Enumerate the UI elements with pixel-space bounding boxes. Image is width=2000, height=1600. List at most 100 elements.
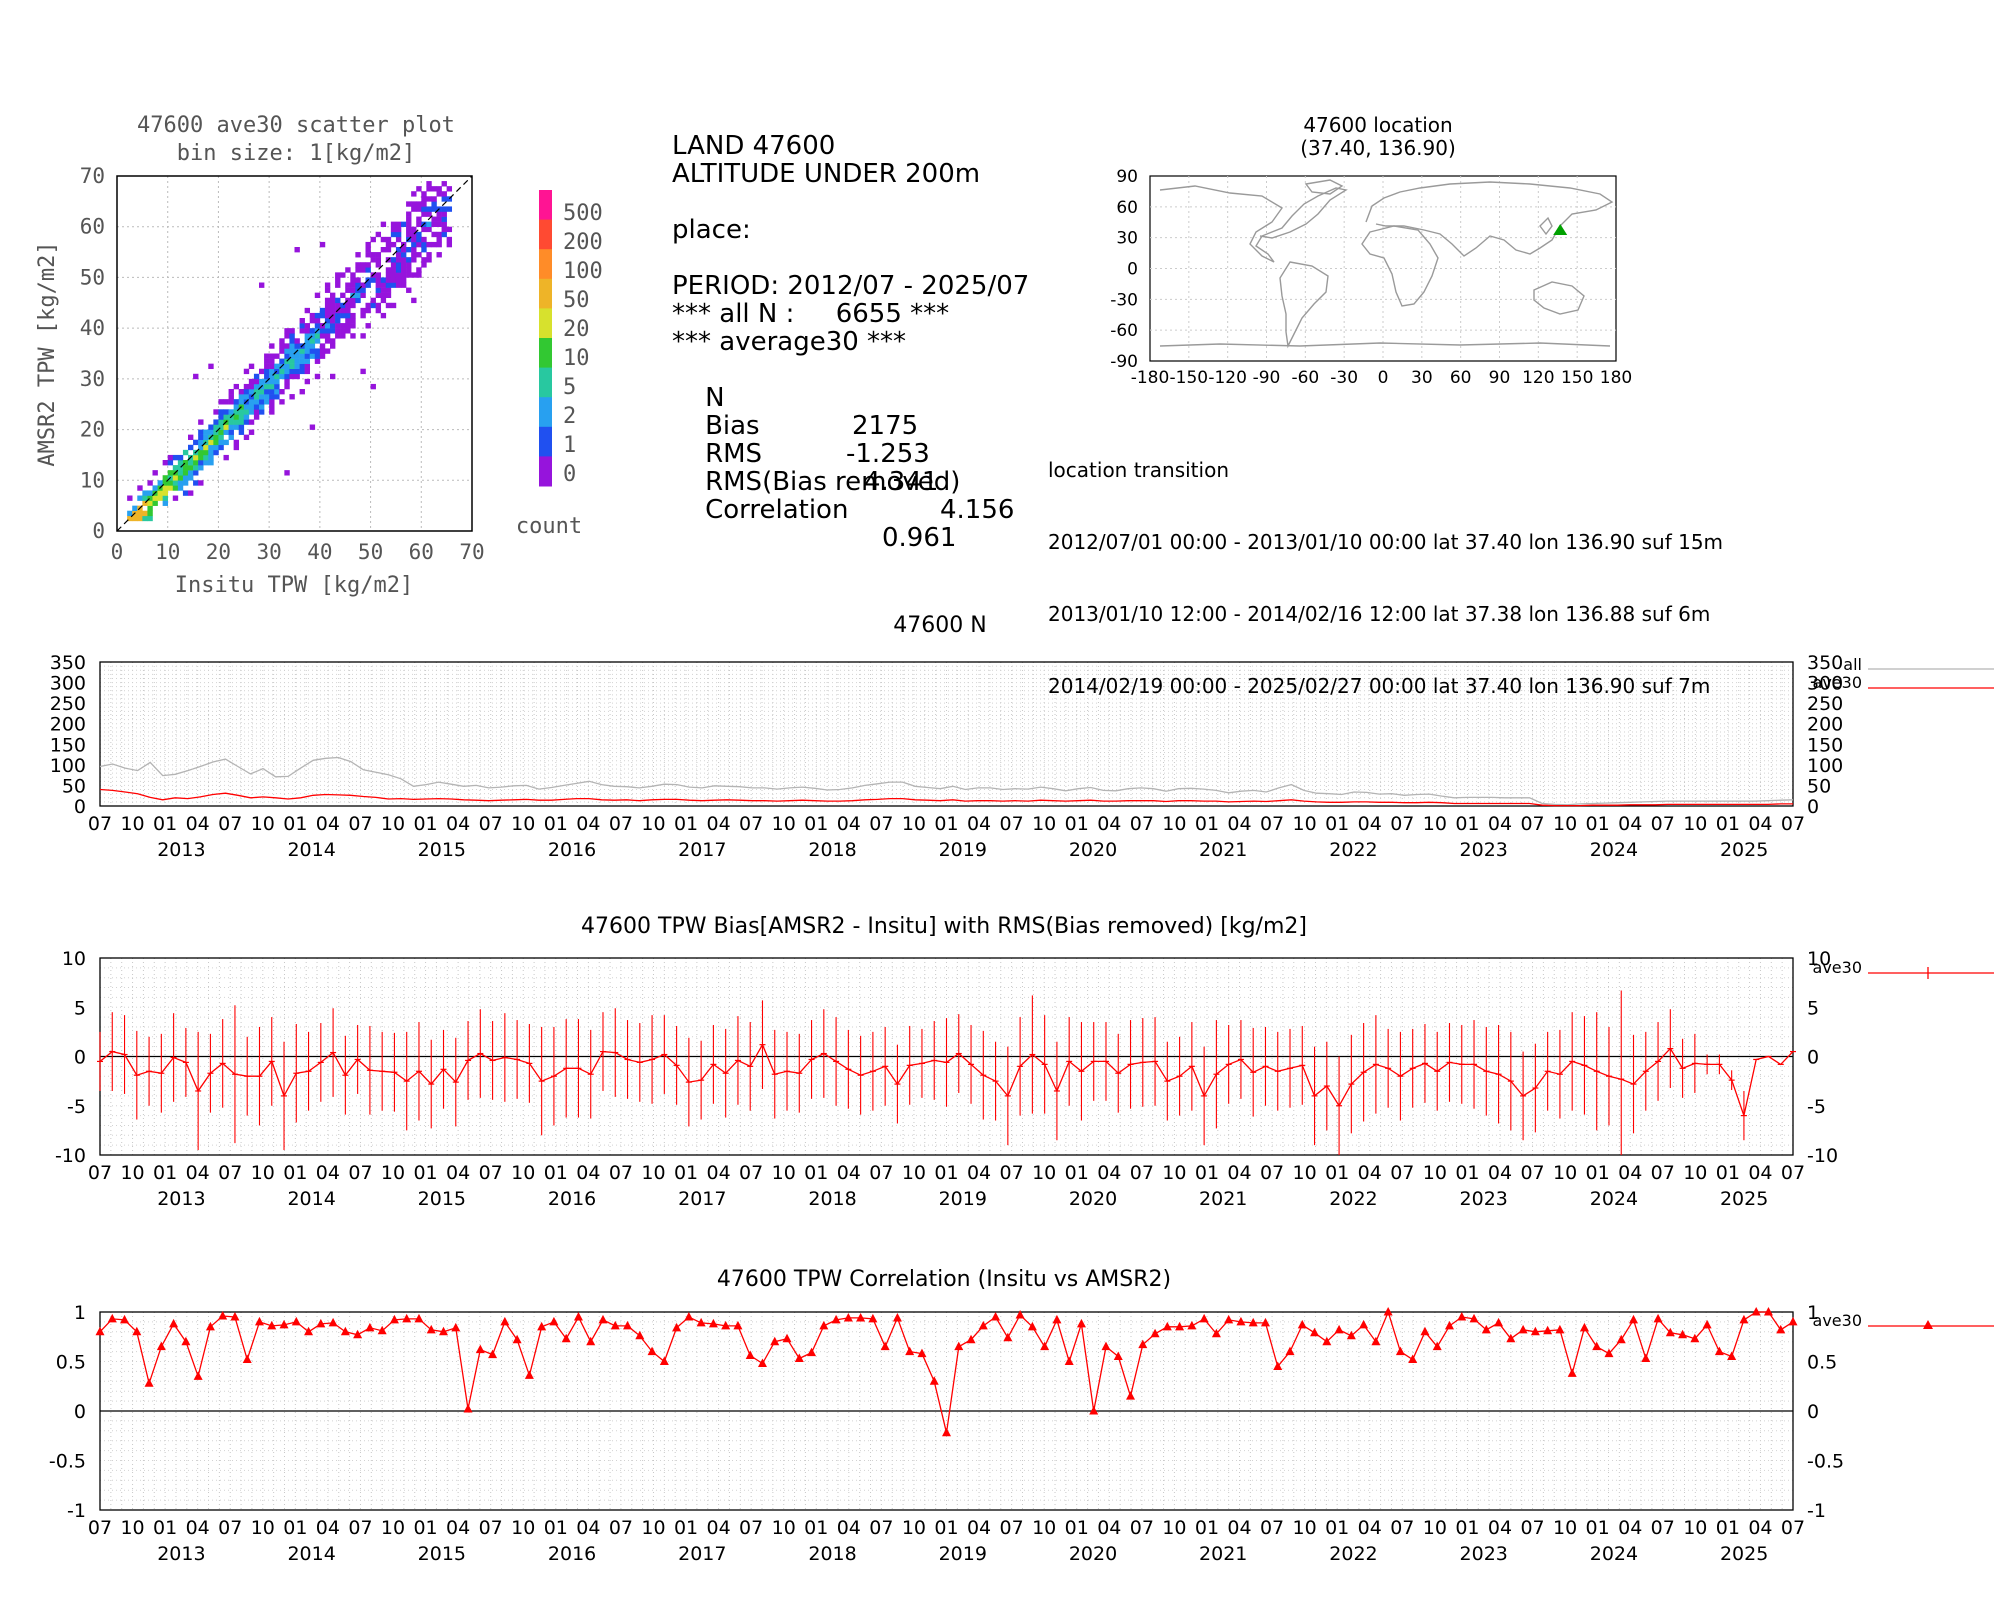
y-tick-left: 0 xyxy=(74,1047,86,1069)
scatter-cell xyxy=(314,318,321,324)
scatter-cell xyxy=(289,394,295,400)
corr-point-marker xyxy=(929,1376,939,1385)
year-label: 2014 xyxy=(287,1543,335,1565)
scatter-cell xyxy=(294,358,300,364)
month-tick: 01 xyxy=(1325,1517,1349,1539)
scatter-cell xyxy=(248,409,255,415)
corr-point-marker xyxy=(1555,1324,1565,1334)
corr-point-marker xyxy=(721,1320,731,1330)
stats-average30: *** average30 *** xyxy=(672,327,907,357)
month-tick: 04 xyxy=(967,813,991,835)
scatter-cell xyxy=(319,353,326,359)
scatter-y-tick: 10 xyxy=(80,468,105,492)
scatter-cell xyxy=(172,475,179,481)
month-tick: 10 xyxy=(1293,1162,1317,1184)
scatter-cell xyxy=(426,206,432,212)
month-tick: 04 xyxy=(1488,1517,1512,1539)
scatter-cell xyxy=(340,307,346,314)
year-label: 2022 xyxy=(1329,1543,1377,1565)
month-tick: 04 xyxy=(1618,1517,1642,1539)
scatter-cell xyxy=(253,373,260,380)
scatter-cell xyxy=(253,404,260,410)
year-label: 2021 xyxy=(1199,1543,1247,1565)
y-tick-left: -0.5 xyxy=(49,1451,86,1473)
scatter-cell xyxy=(213,424,219,430)
corr-point-marker xyxy=(1285,1346,1295,1356)
month-tick: 10 xyxy=(902,1517,926,1539)
month-tick: 10 xyxy=(772,1162,796,1184)
corr-legend: ave30 xyxy=(1813,1311,1994,1330)
corr-legend-marker xyxy=(1923,1320,1933,1329)
scatter-cell xyxy=(395,262,402,268)
y-tick-right: 200 xyxy=(1807,714,1843,736)
corr-point-marker xyxy=(1543,1325,1553,1335)
scatter-cell xyxy=(421,236,427,243)
scatter-cell xyxy=(350,323,356,329)
corr-point-marker xyxy=(1604,1348,1614,1358)
coast-north-america xyxy=(1159,185,1348,263)
month-tick: 07 xyxy=(479,1517,503,1539)
scatter-x-tick: 70 xyxy=(459,540,484,564)
y-tick-left: 350 xyxy=(50,652,86,674)
scatter-cell xyxy=(314,338,321,344)
month-tick: 04 xyxy=(967,1162,991,1184)
corr-point-marker xyxy=(181,1336,191,1346)
scatter-cell xyxy=(365,323,371,329)
month-tick: 07 xyxy=(1130,813,1154,835)
year-label: 2018 xyxy=(808,1188,856,1210)
scatter-cell xyxy=(441,231,447,238)
corr-point-marker xyxy=(892,1312,902,1322)
scatter-cell xyxy=(177,475,184,481)
scatter-cell xyxy=(395,272,402,278)
month-tick: 01 xyxy=(1325,813,1349,835)
year-label: 2018 xyxy=(808,1543,856,1565)
scatter-cell xyxy=(330,373,336,380)
stats-corr-row: Correlation 0.961 xyxy=(672,468,1029,552)
month-tick: 01 xyxy=(544,813,568,835)
corr-point-marker xyxy=(389,1314,399,1324)
scatter-cell xyxy=(299,368,305,375)
scatter-cell xyxy=(142,500,148,506)
scatter-cell xyxy=(299,389,305,395)
scatter-cell xyxy=(203,454,209,461)
month-tick: 01 xyxy=(283,1517,307,1539)
scatter-cell xyxy=(324,282,331,288)
scatter-cell xyxy=(223,454,229,461)
stats-blank2 xyxy=(672,244,1029,272)
scatter-cell xyxy=(421,211,427,217)
month-tick: 04 xyxy=(576,1162,600,1184)
scatter-cell xyxy=(375,257,382,263)
month-tick: 07 xyxy=(479,1162,503,1184)
scatter-cell xyxy=(233,414,240,420)
y-tick-right: 1 xyxy=(1807,1302,1819,1324)
scatter-cell xyxy=(406,262,412,268)
scatter-cell xyxy=(421,262,427,268)
corr-point-marker xyxy=(1432,1341,1442,1351)
year-label: 2016 xyxy=(548,1188,596,1210)
month-tick: 01 xyxy=(804,1517,828,1539)
colorbar-label: 500 xyxy=(563,201,603,226)
month-tick: 10 xyxy=(381,1517,405,1539)
month-tick: 01 xyxy=(674,1517,698,1539)
scatter-cell xyxy=(330,338,336,344)
scatter-cell xyxy=(233,399,240,405)
scatter-cell xyxy=(309,424,316,430)
month-tick: 10 xyxy=(1032,1162,1056,1184)
panel-frame xyxy=(99,661,1794,807)
corr-point-marker xyxy=(254,1316,264,1326)
scatter-cell xyxy=(147,500,153,506)
month-tick: 01 xyxy=(1716,1162,1740,1184)
scatter-cell xyxy=(213,409,219,415)
scatter-cell xyxy=(436,191,442,197)
year-label: 2015 xyxy=(418,839,466,861)
scatter-cell xyxy=(421,201,427,207)
scatter-cell xyxy=(294,373,300,380)
corr-point-marker xyxy=(1702,1319,1712,1329)
month-tick: 01 xyxy=(1455,1517,1479,1539)
colorbar-segment xyxy=(539,278,552,309)
scatter-cell xyxy=(421,196,427,202)
scatter-cell xyxy=(345,328,351,334)
scatter-cell xyxy=(198,449,204,456)
corr-point-marker xyxy=(831,1314,841,1324)
month-tick: 01 xyxy=(674,813,698,835)
